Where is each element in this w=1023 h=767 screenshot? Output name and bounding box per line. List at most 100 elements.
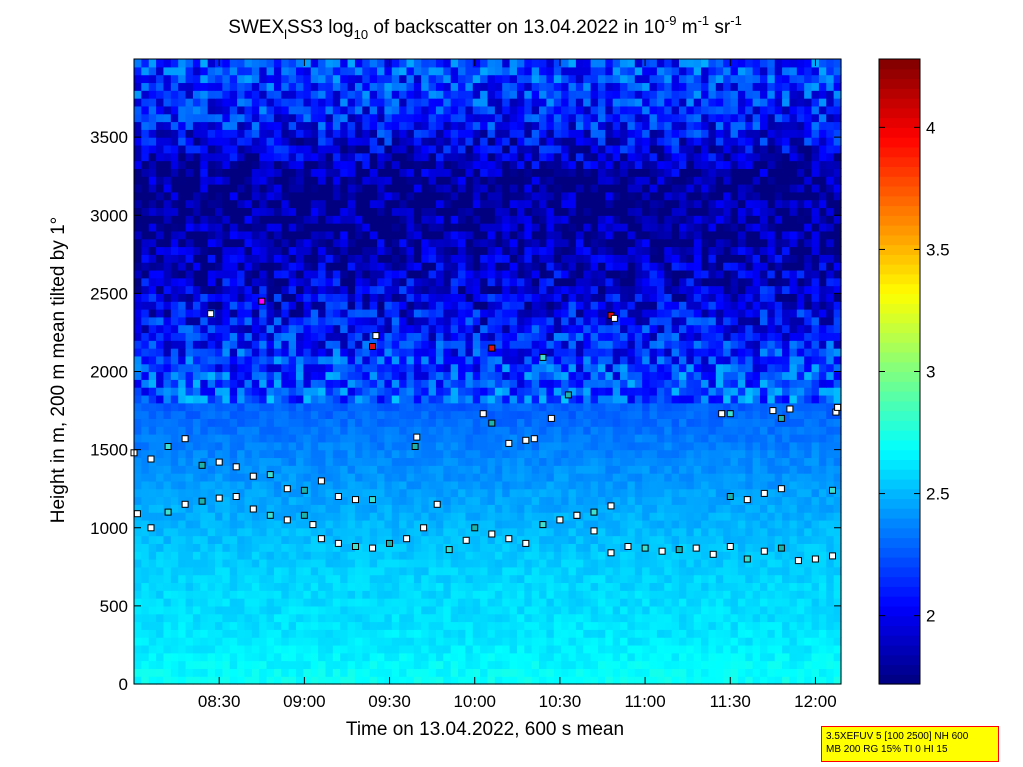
field-cell [553,543,562,552]
field-cell [612,566,621,576]
field-cell [251,582,260,591]
field-cell [811,566,820,576]
field-cell [273,652,282,662]
field-cell [664,332,673,341]
field-cell [192,621,201,630]
field-cell [701,441,710,451]
field-cell [384,426,393,435]
field-cell [561,582,570,591]
field-cell [207,441,216,451]
field-cell [546,449,555,459]
field-cell [450,629,459,638]
field-cell [494,285,503,294]
field-cell [406,598,415,607]
field-cell [546,512,555,521]
field-cell [163,496,172,505]
field-cell [509,277,518,287]
field-cell [701,551,710,560]
field-cell [634,410,643,419]
field-cell [384,660,393,669]
field-cell [480,434,489,443]
field-cell [207,660,216,669]
field-cell [450,488,459,498]
field-cell [686,676,695,685]
field-cell [605,355,614,365]
field-cell [546,566,555,576]
field-cell [207,629,216,638]
field-cell [465,598,474,607]
field-cell [480,480,489,490]
field-cell [377,418,385,427]
field-cell [494,504,503,513]
field-cell [804,301,813,310]
field-cell [546,394,555,404]
field-cell [288,441,297,451]
field-cell [178,566,187,576]
field-cell [656,410,665,419]
field-cell [539,473,548,482]
field-cell [428,316,437,326]
field-cell [170,644,179,654]
field-cell [266,301,275,310]
field-cell [708,613,717,623]
field-cell [804,527,813,537]
field-cell [502,652,511,662]
field-cell [620,574,629,584]
field-cell [686,379,695,388]
field-cell [494,449,503,459]
field-cell [509,355,518,365]
field-cell [546,363,555,373]
field-cell [826,512,835,521]
field-cell [377,527,385,537]
field-cell [170,613,179,623]
field-cell [502,434,511,443]
field-cell [804,418,813,427]
field-cell [796,340,805,349]
field-cell [494,355,503,365]
field-cell [494,652,503,662]
field-cell [590,316,599,326]
field-cell [737,355,746,365]
field-cell [693,551,702,560]
field-cell [701,613,710,623]
field-cell [494,605,503,615]
field-cell [796,574,805,584]
field-cell [752,551,761,560]
field-cell [811,465,820,474]
field-cell [244,496,253,505]
field-cell [340,394,349,404]
field-cell [502,551,511,560]
field-cell [288,512,297,521]
field-cell [531,301,540,310]
field-cell [642,496,651,505]
field-cell [605,418,614,427]
field-cell [664,512,673,521]
field-cell [428,621,437,630]
field-cell [251,660,260,669]
field-cell [421,512,430,521]
field-cell [281,332,290,341]
field-cell [561,590,570,599]
field-cell [701,605,710,615]
chart-title: SWEXlSS3 log10 of backscatter on 13.04.2… [228,13,742,42]
field-cell [480,309,489,318]
field-cell [796,605,805,615]
field-cell [494,559,503,568]
field-cell [244,629,253,638]
field-cell [605,496,614,505]
field-cell [273,613,282,623]
field-cell [318,293,327,302]
field-cell [384,559,393,568]
field-cell [450,504,459,513]
field-cell [472,379,481,388]
field-cell [170,660,179,669]
field-cell [296,332,304,341]
field-cell [134,480,142,490]
field-cell [590,574,599,584]
field-cell [266,316,275,326]
field-cell [715,629,724,638]
field-cell [377,387,385,396]
field-cell [222,332,231,341]
field-cell [737,363,746,373]
field-cell [811,285,820,294]
